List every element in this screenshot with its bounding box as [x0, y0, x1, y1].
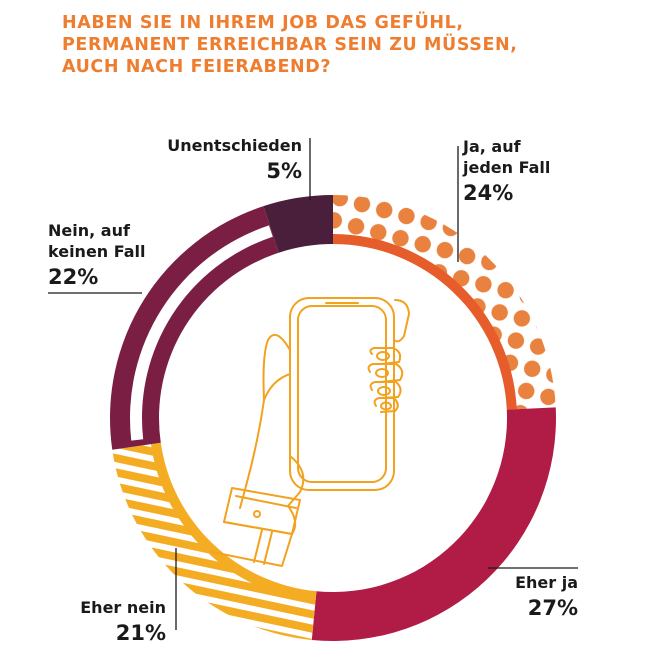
title-line-1: HABEN SIE IN IHREM JOB DAS GEFÜHL, [62, 13, 464, 33]
title-line-3: AUCH NACH FEIERABEND? [62, 57, 332, 77]
slice-value-3: 22% [48, 265, 98, 289]
ring-segment-4 [275, 234, 333, 253]
slice-label-1-line-0: Eher ja [515, 573, 578, 592]
slice-label-4-line-0: Unentschieden [167, 136, 302, 155]
title-line-2: PERMANENT ERREICHBAR SEIN ZU MÜSSEN, [62, 35, 518, 55]
slice-1 [311, 407, 556, 641]
slice-label-3-line-1: keinen Fall [48, 242, 146, 261]
slice-3-inner [130, 225, 273, 441]
slice-label-0-line-0: Ja, auf [462, 137, 522, 156]
slice-label-3-line-0: Nein, auf [48, 221, 131, 240]
chart-title: HABEN SIE IN IHREM JOB DAS GEFÜHL, PERMA… [62, 12, 642, 78]
label-leaders [48, 138, 578, 630]
slice-2 [112, 444, 316, 640]
ring-segment-0 [333, 234, 517, 410]
hand-holding-smartphone-icon [211, 297, 410, 567]
ring-segment-2 [150, 442, 317, 602]
slice-value-0: 24% [463, 181, 513, 205]
slice-4 [263, 195, 333, 245]
slice-value-1: 27% [528, 596, 578, 620]
slice-label-2-line-0: Eher nein [80, 598, 166, 617]
slice-0 [333, 195, 556, 410]
slice-value-4: 5% [266, 159, 302, 183]
slice-labels: Ja, auf jeden Fall 24% Eher ja 27% Eher nein 2… [48, 136, 578, 645]
slice-value-2: 21% [116, 621, 166, 645]
slice-label-0-line-1: jeden Fall [462, 158, 550, 177]
inner-ring [148, 234, 517, 602]
ring-segment-3 [148, 243, 279, 445]
donut-slices [110, 195, 556, 641]
